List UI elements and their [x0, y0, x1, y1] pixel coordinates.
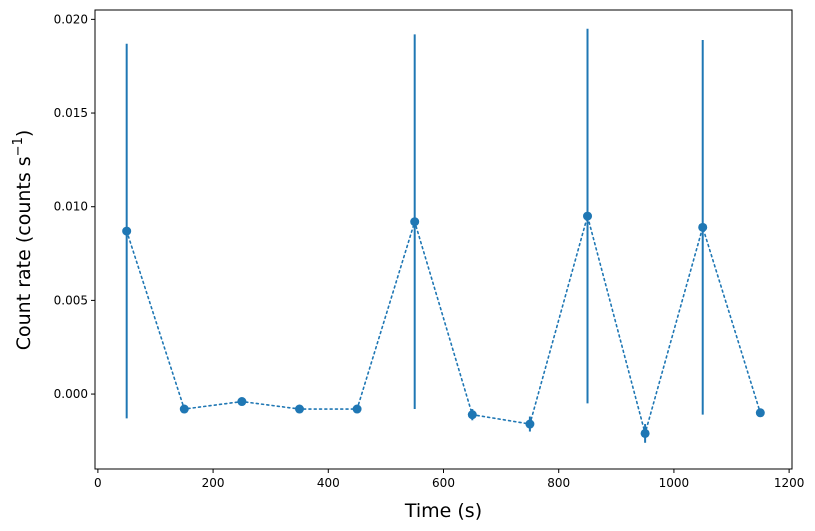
data-point [179, 404, 189, 414]
x-tick-label: 0 [94, 476, 102, 490]
data-point [698, 222, 708, 232]
data-point [525, 419, 535, 429]
x-tick-label: 800 [547, 476, 570, 490]
series-line [125, 213, 762, 437]
data-point [640, 428, 650, 438]
y-axis-label-main: Count rate (counts s [13, 156, 35, 350]
x-tick-label: 400 [317, 476, 340, 490]
x-axis-label: Time (s) [404, 500, 482, 522]
x-tick-label: 1200 [774, 476, 805, 490]
data-point [410, 217, 420, 227]
axis-ticks: 0 200 400 600 800 1000 1200 0.000 0.005 0.010 0.01… [54, 12, 805, 490]
y-tick-label: 0.020 [54, 12, 88, 26]
y-axis-label: Count rate (counts s−1) [11, 130, 35, 351]
y-axis-label-exponent: −1 [11, 137, 26, 156]
y-tick-label: 0.015 [54, 106, 88, 120]
data-point [352, 404, 362, 414]
data-point [755, 408, 765, 418]
plot-area [122, 28, 765, 443]
data-point [237, 397, 247, 407]
data-point [294, 404, 304, 414]
y-tick-label: 0.005 [54, 293, 88, 307]
y-tick-label: 0.000 [54, 387, 88, 401]
x-tick-label: 1000 [659, 476, 690, 490]
data-point [583, 211, 593, 221]
data-point [122, 226, 132, 236]
x-tick-label: 600 [432, 476, 455, 490]
data-point [467, 410, 477, 420]
x-tick-label: 200 [202, 476, 225, 490]
y-tick-label: 0.010 [54, 200, 88, 214]
y-axis-label-close: ) [13, 130, 35, 137]
